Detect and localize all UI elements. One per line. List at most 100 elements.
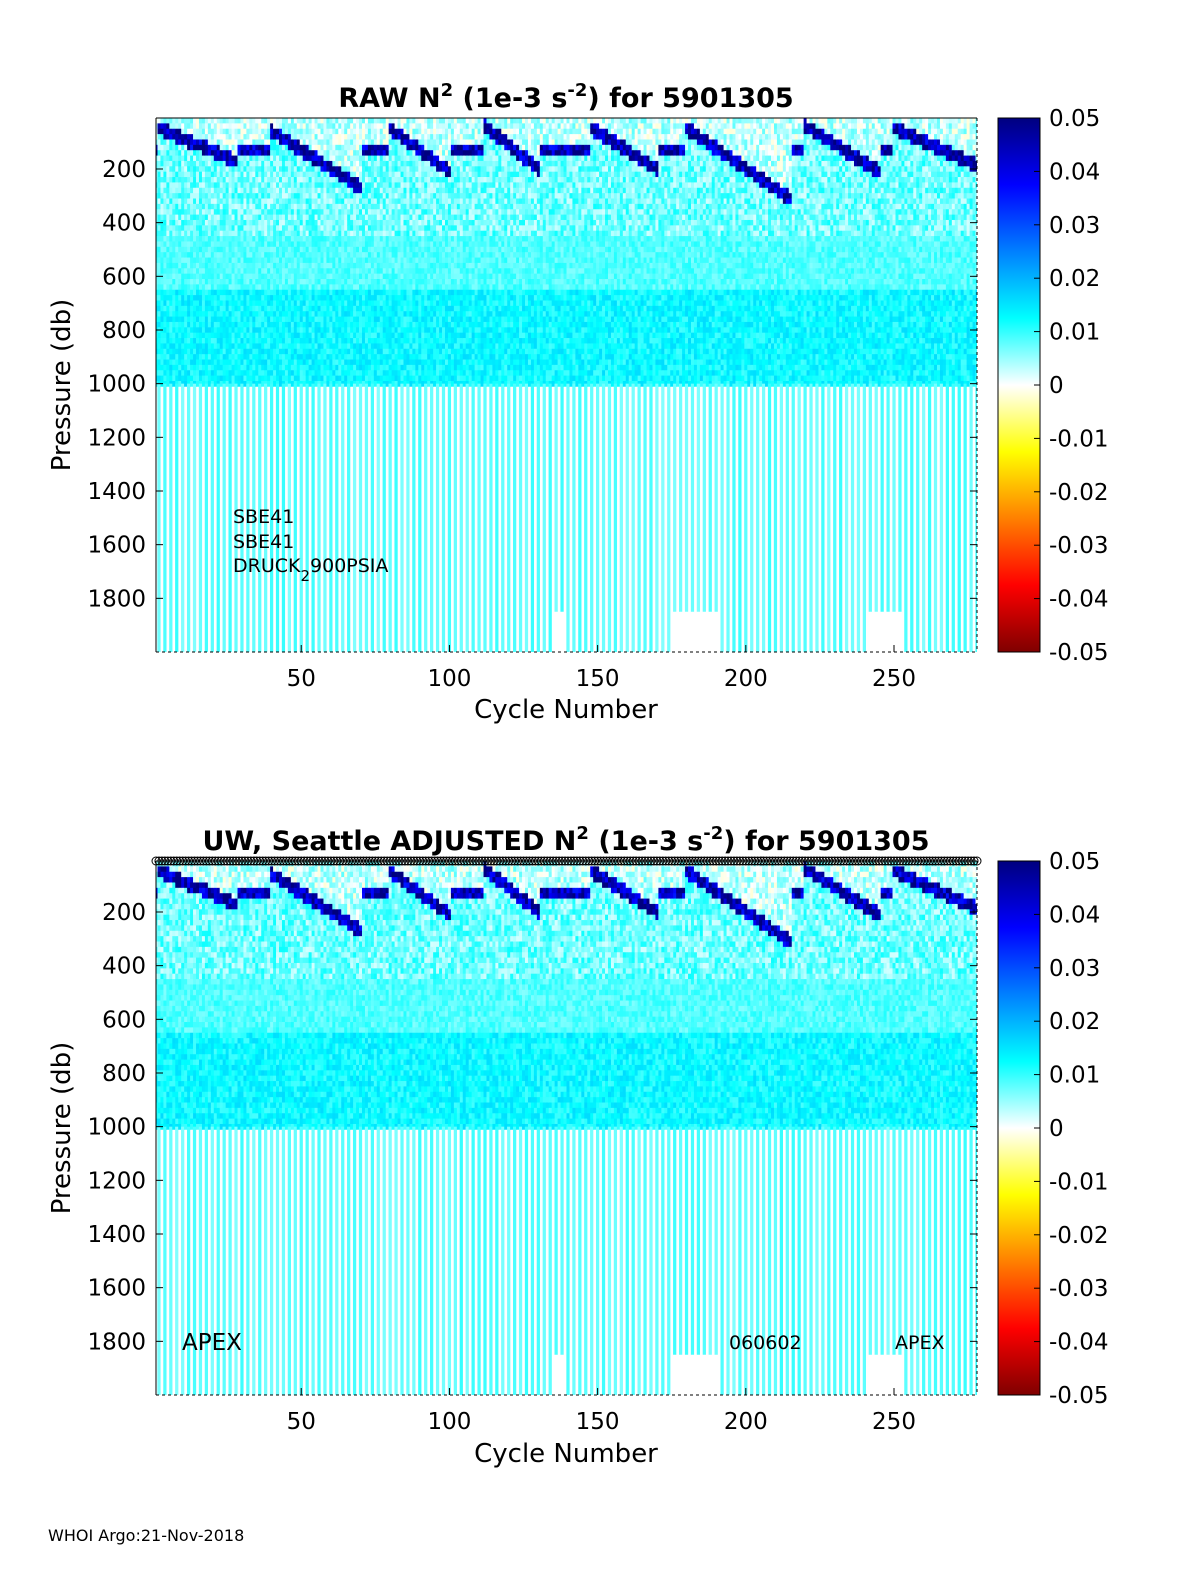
heatmap-cell [240,187,244,194]
heatmap-cell [201,123,206,130]
heatmap-cell [444,123,449,130]
heatmap-cell [433,268,437,275]
heatmap-cell [388,118,393,124]
heatmap-cell [382,359,387,366]
heatmap-cell [281,123,286,130]
heatmap-cell [311,300,315,307]
heatmap-cell [175,295,179,301]
heatmap-cell [335,155,339,162]
heatmap-cell [213,273,218,280]
heatmap-cell [317,198,321,205]
heatmap-cell [379,311,384,317]
heatmap-cell [207,380,212,387]
heatmap-cell [373,134,378,140]
heatmap-cell [237,300,241,307]
heatmap-cell [359,128,363,135]
heatmap-cell [184,300,188,307]
heatmap-cell [353,128,357,135]
heatmap-cell [421,171,425,178]
heatmap-cell [175,321,179,328]
heatmap-cell [338,187,342,194]
deep-profile-strip [424,383,428,652]
heatmap-cell [193,370,197,377]
heatmap-cell [364,219,369,226]
heatmap-cell [222,171,227,178]
heatmap-cell [406,343,410,350]
heatmap-cell [356,273,360,280]
heatmap-cell [270,246,274,253]
heatmap-cell [323,364,327,371]
heatmap-cell [382,246,387,253]
heatmap-cell [296,300,301,307]
heatmap-cell [219,139,224,146]
heatmap-cell [210,300,215,307]
heatmap-cell [341,246,345,253]
heatmap-cell [270,300,274,307]
heatmap-cell [210,316,215,323]
heatmap-cell [264,354,268,360]
heatmap-cell [394,359,398,366]
heatmap-cell [210,268,215,275]
heatmap-cell [160,257,164,264]
heatmap-cell [276,144,280,151]
heatmap-cell [190,203,194,210]
heatmap-cell [281,155,286,162]
heatmap-cell [187,139,191,146]
heatmap-cell [246,300,250,307]
heatmap-cell [175,230,179,237]
heatmap-cell [362,316,366,323]
heatmap-cell [373,273,378,280]
heatmap-cell [353,160,357,167]
heatmap-cell [255,214,259,221]
heatmap-cell [400,160,404,167]
heatmap-cell [261,219,265,226]
heatmap-cell [335,289,339,296]
heatmap-cell [166,128,170,135]
heatmap-cell [293,252,298,258]
heatmap-cell [284,316,289,323]
heatmap-cell [216,155,221,162]
heatmap-cell [284,171,289,178]
heatmap-cell [344,193,348,199]
heatmap-cell [311,279,315,285]
heatmap-cell [234,257,238,264]
heatmap-cell [216,354,221,360]
heatmap-cell [213,166,218,173]
heatmap-cell [193,182,197,189]
heatmap-cell [222,279,227,285]
heatmap-cell [344,214,348,221]
heatmap-cell [279,230,283,237]
heatmap-cell [175,268,179,275]
deep-profile-strip [216,383,220,652]
heatmap-cell [353,203,357,210]
heatmap-cell [267,123,271,130]
heatmap-cell [388,252,393,258]
heatmap-cell [332,209,336,216]
heatmap-cell [284,225,289,232]
heatmap-cell [308,144,312,151]
heatmap-cell [320,150,324,156]
heatmap-cell [302,139,307,146]
heatmap-cell [347,300,351,307]
heatmap-cell [264,279,268,285]
heatmap-cell [353,364,357,371]
heatmap-cell [359,284,363,291]
heatmap-cell [347,193,351,199]
heatmap-cell [326,359,330,366]
heatmap-cell [255,332,259,339]
heatmap-cell [421,144,425,151]
heatmap-cell [184,128,188,135]
heatmap-cell [373,359,378,366]
heatmap-cell [231,380,235,387]
heatmap-cell [424,155,428,162]
heatmap-cell [193,236,197,242]
heatmap-cell [376,252,381,258]
heatmap-cell [394,354,398,360]
heatmap-cell [397,128,401,135]
heatmap-cell [379,332,384,339]
heatmap-cell [344,177,348,183]
heatmap-cell [181,273,185,280]
heatmap-cell [261,246,265,253]
heatmap-cell [284,144,289,151]
heatmap-cell [240,321,244,328]
